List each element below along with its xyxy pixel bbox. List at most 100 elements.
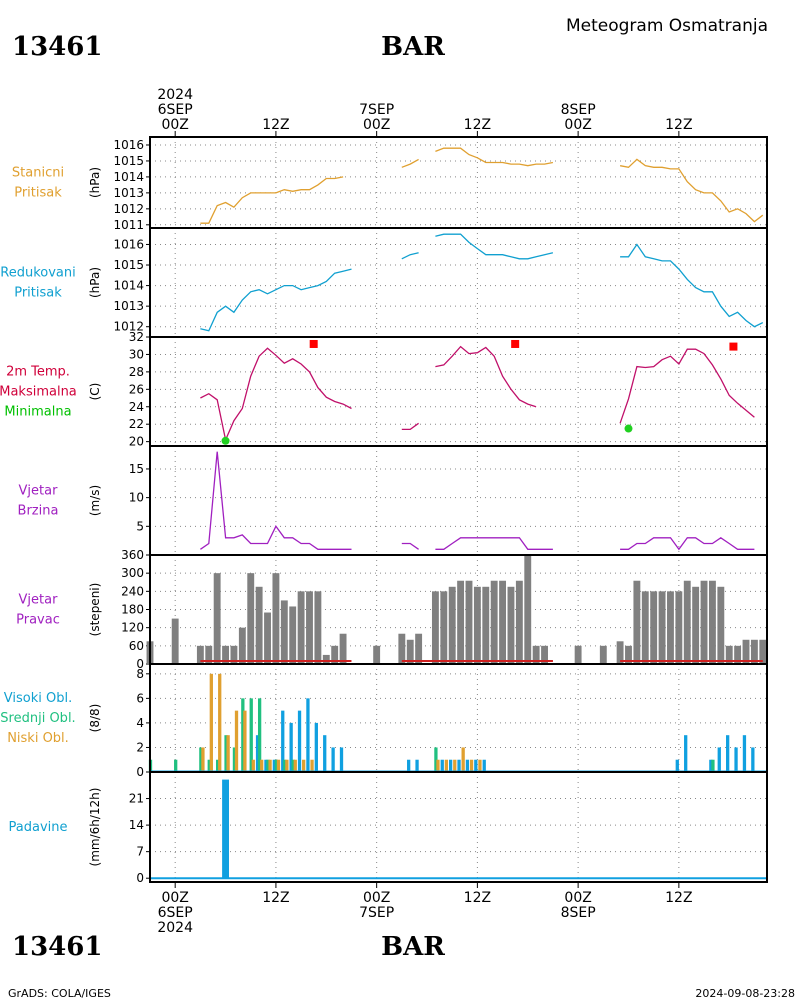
y-tick-label: 0 xyxy=(136,871,144,885)
cloud-bar xyxy=(218,673,222,772)
station-name-top: BAR xyxy=(381,32,445,62)
panel-label: Padavine xyxy=(9,820,68,835)
cloud-bar xyxy=(742,735,747,772)
panel-wind_direction: 0 60 120 180 240 300 360 (stepeni) Vjetar Pravac xyxy=(16,548,768,671)
y-tick-label: 1014 xyxy=(113,279,144,293)
cloud-bar xyxy=(482,759,486,772)
wind-direction-bar xyxy=(490,580,498,664)
wind-direction-bar xyxy=(314,591,322,664)
y-axis-label: (8/8) xyxy=(88,704,102,733)
y-tick-label: 7 xyxy=(136,845,144,859)
time-label-bottom: 2024 xyxy=(157,920,193,936)
y-tick-label: 180 xyxy=(121,603,144,617)
wind-direction-bar xyxy=(734,645,742,664)
cloud-bar xyxy=(726,735,730,772)
y-tick-label: 22 xyxy=(129,417,144,431)
wind-direction-bar xyxy=(759,639,767,664)
panel-clouds: 0 2 4 6 8 (8/8) Visoki Obl. Srednji Obl. Niski O… xyxy=(0,663,768,779)
cloud-bar xyxy=(717,747,721,772)
wind-direction-bar xyxy=(499,580,507,664)
series-line xyxy=(200,268,352,332)
cloud-bar xyxy=(444,759,449,772)
y-axis-label: (hPa) xyxy=(88,267,102,298)
panel-frame xyxy=(149,136,768,229)
wind-direction-bar xyxy=(750,639,758,664)
wind-direction-bar xyxy=(633,580,641,664)
cloud-bar xyxy=(711,759,715,772)
cloud-bar xyxy=(226,735,230,772)
tmax-marker xyxy=(309,339,318,348)
cloud-bar xyxy=(302,759,306,772)
wind-direction-bar xyxy=(742,639,750,664)
wind-direction-bar xyxy=(272,573,280,664)
time-label-bottom: 12Z xyxy=(464,890,491,906)
wind-direction-bar xyxy=(574,645,582,664)
panel-label: Maksimalna xyxy=(0,385,77,400)
panel-label: Pritisak xyxy=(14,186,62,201)
time-label-bottom: 8SEP xyxy=(561,905,596,921)
wind-direction-bar xyxy=(213,573,221,664)
cloud-bar xyxy=(199,747,203,772)
cloud-bar xyxy=(251,759,255,772)
wind-direction-bar xyxy=(398,633,406,664)
cloud-bar xyxy=(461,747,465,772)
y-axis-label: (stepeni) xyxy=(88,583,102,637)
wind-direction-bar xyxy=(725,645,733,664)
cloud-bar xyxy=(241,698,245,772)
cloud-bar xyxy=(291,759,295,772)
y-tick-label: 1012 xyxy=(113,202,144,216)
y-tick-label: 32 xyxy=(129,330,144,344)
y-axis-label: (m/s) xyxy=(88,485,102,516)
panel-label: Brzina xyxy=(18,504,59,519)
precip-bar xyxy=(222,779,229,879)
cloud-bar xyxy=(255,735,260,772)
wind-direction-bar xyxy=(339,633,347,664)
panel-wind_speed: 5 10 15 (m/s) Vjetar Brzina xyxy=(18,445,768,556)
wind-direction-bar xyxy=(297,591,305,664)
station-name-bottom: BAR xyxy=(381,932,445,962)
cloud-bar xyxy=(478,759,482,772)
y-axis-label: (mm/6h/12h) xyxy=(88,788,102,867)
cloud-bar xyxy=(293,759,297,772)
y-tick-label: 2 xyxy=(136,740,144,754)
y-tick-label: 1016 xyxy=(113,138,144,152)
wind-direction-bar xyxy=(700,580,708,664)
wind-direction-bar xyxy=(692,586,700,664)
time-label-top: 12Z xyxy=(665,117,692,133)
cloud-bar xyxy=(323,735,327,772)
time-label-bottom: 12Z xyxy=(262,890,289,906)
wind-direction-bar xyxy=(431,591,439,664)
series-line xyxy=(200,451,352,550)
cloud-bar xyxy=(434,747,438,772)
wind-direction-bar xyxy=(658,591,666,664)
cloud-bar xyxy=(260,759,264,772)
y-tick-label: 240 xyxy=(121,584,144,598)
y-tick-label: 1012 xyxy=(113,320,144,334)
wind-direction-bar xyxy=(641,591,649,664)
tmax-marker xyxy=(729,342,738,351)
panel-temperature: 20 22 24 26 28 30 32 (C) 2m Temp. Maksimalna Minim… xyxy=(0,330,768,449)
panel-label: Vjetar xyxy=(19,593,59,608)
panel-label: Visoki Obl. xyxy=(4,691,72,706)
y-tick-label: 1015 xyxy=(113,154,144,168)
cloud-bar xyxy=(289,722,293,772)
cloud-bar xyxy=(216,759,220,772)
cloud-bar xyxy=(249,698,253,772)
wind-direction-bar xyxy=(541,645,548,664)
wind-direction-bar xyxy=(667,591,674,664)
panel-station_pressure: 1011 1012 1013 1014 1015 1016 (hPa) Stanicni Pri… xyxy=(12,136,768,232)
wind-direction-bar xyxy=(683,580,691,664)
wind-direction-bar xyxy=(717,586,725,664)
wind-direction-bar xyxy=(482,586,490,664)
station-id-top: 13461 xyxy=(12,32,102,62)
wind-direction-bar xyxy=(616,641,624,664)
wind-direction-bar xyxy=(440,591,448,664)
wind-direction-bar xyxy=(205,645,213,664)
wind-direction-bar xyxy=(247,573,255,664)
panel-precipitation: 0 7 14 21 (mm/6h/12h) Padavine xyxy=(9,771,768,885)
tmin-marker xyxy=(221,436,230,445)
time-label-bottom: 12Z xyxy=(665,890,692,906)
cloud-bar xyxy=(407,759,411,772)
y-tick-label: 1016 xyxy=(113,237,144,251)
cloud-bar xyxy=(243,710,247,772)
